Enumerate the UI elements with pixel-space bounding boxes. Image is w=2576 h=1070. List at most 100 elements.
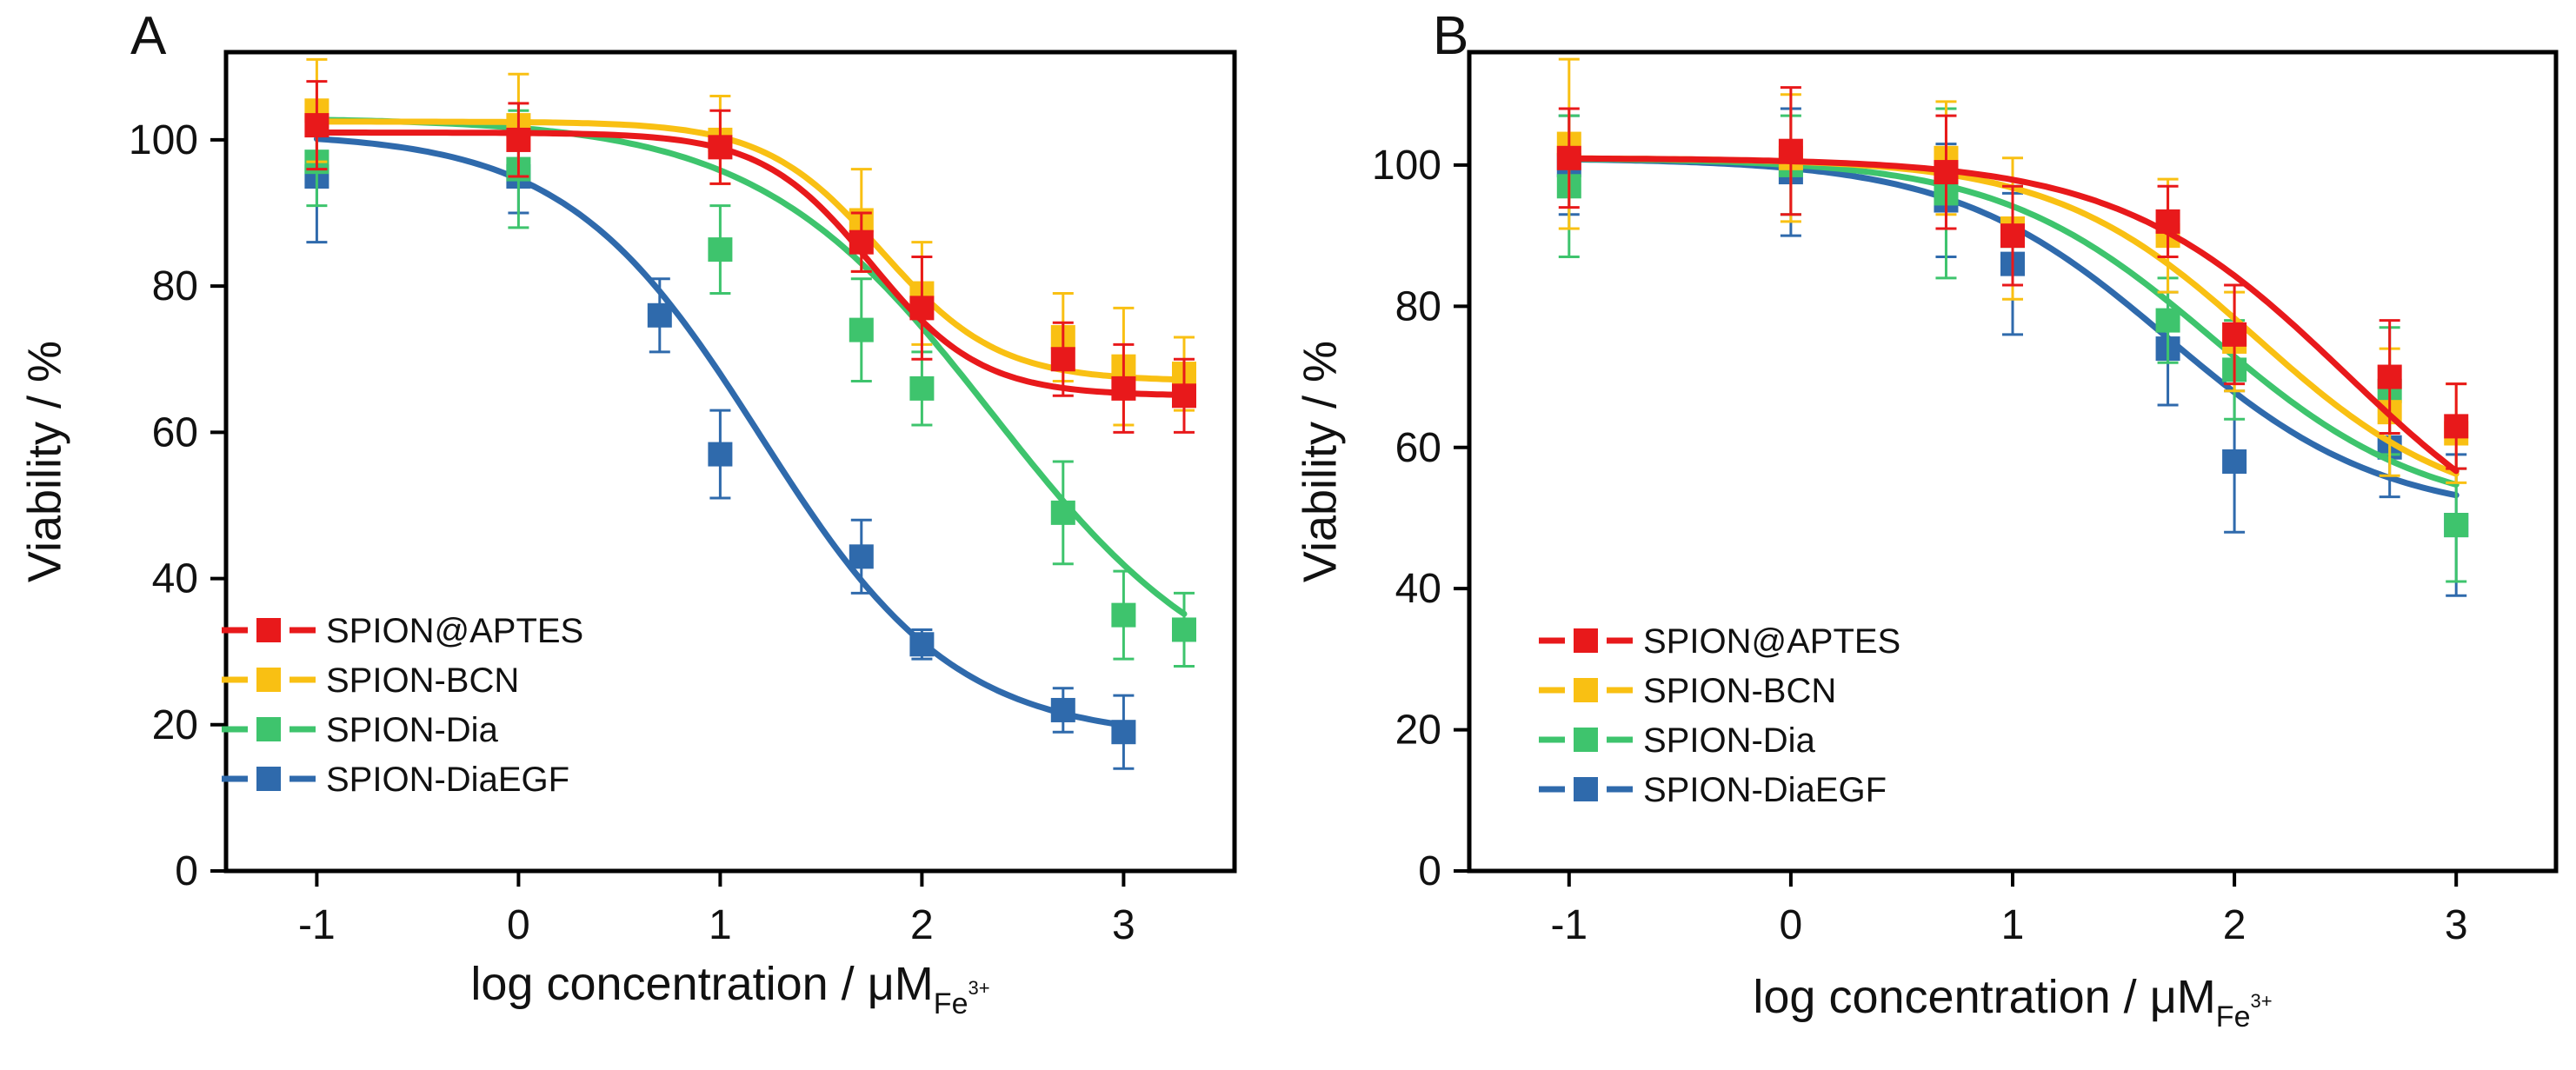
legend-marker <box>256 668 281 692</box>
legend-label: SPION-DiaEGF <box>326 761 569 799</box>
data-point <box>1934 160 1959 185</box>
x-tick-label: 0 <box>1780 902 1803 948</box>
data-point <box>1050 697 1075 722</box>
data-point <box>909 375 935 401</box>
data-point <box>2444 414 2469 439</box>
x-tick-label: 2 <box>2223 902 2247 948</box>
legend-marker <box>256 767 281 791</box>
x-tick-label: 0 <box>507 902 530 948</box>
legend-label: SPION-BCN <box>326 661 519 700</box>
legend-label: SPION-Dia <box>326 711 499 749</box>
legend-label: SPION-DiaEGF <box>1643 771 1887 809</box>
y-tick-label: 100 <box>1372 143 1441 189</box>
panel-a-y-title-wrap: Viability / % <box>18 341 70 582</box>
fit-curve <box>313 136 1127 728</box>
panel-a-frame <box>223 50 1237 874</box>
series-spion-aptes <box>304 80 1196 434</box>
panel-b-x-title-sup: 3+ <box>2250 990 2272 1012</box>
data-point <box>708 135 733 160</box>
panel-a: A Viability / % log concentration / μMFe… <box>18 6 1237 1020</box>
fit-curve <box>313 130 1188 398</box>
y-tick-label: 60 <box>1395 425 1441 471</box>
panel-b-x-title-main: log concentration / μM <box>1753 971 2215 1023</box>
data-point <box>1111 602 1136 628</box>
panel-a-ticks: -1 0 1 2 3 0 20 40 60 80 100 <box>129 117 1135 948</box>
legend-item: SPION-Dia <box>222 711 499 749</box>
data-point <box>1111 375 1136 401</box>
legend-label: SPION-Dia <box>1643 721 1816 760</box>
y-tick-label: 20 <box>1395 708 1441 754</box>
panel-b-frame <box>1467 50 2559 874</box>
legend-marker <box>1574 728 1598 752</box>
panel-a-legend: SPION@APTES SPION-BCN SPION-Dia SPION-DiaEG… <box>222 612 583 799</box>
legend-item: SPION@APTES <box>222 612 583 650</box>
y-tick-label: 100 <box>129 117 198 163</box>
panel-a-x-title-sup: 3+ <box>968 977 989 999</box>
fit-curve <box>1566 155 2460 475</box>
y-tick-label: 80 <box>1395 283 1441 329</box>
data-point <box>708 237 733 263</box>
data-point <box>1778 138 1803 163</box>
data-point <box>1172 383 1196 409</box>
legend-label: SPION@APTES <box>326 612 583 650</box>
y-tick-label: 40 <box>152 556 198 602</box>
data-point <box>1172 617 1196 642</box>
panel-b-y-title-wrap: Viability / % <box>1294 341 1346 582</box>
panel-b-label: B <box>1433 6 1468 66</box>
legend-marker <box>256 717 281 741</box>
legend-item: SPION@APTES <box>1539 622 1900 661</box>
data-point <box>2155 209 2180 234</box>
legend-label: SPION-BCN <box>1643 672 1836 710</box>
panel-b-legend: SPION@APTES SPION-BCN SPION-Dia SPION-DiaEG… <box>1539 622 1900 809</box>
y-tick-label: 60 <box>152 409 198 455</box>
panel-a-label: A <box>130 6 167 66</box>
x-tick-label: 3 <box>1112 902 1135 948</box>
data-point <box>647 302 672 328</box>
panel-a-plot-area <box>304 57 1196 770</box>
legend-marker <box>1574 777 1598 801</box>
y-tick-label: 40 <box>1395 566 1441 612</box>
y-tick-label: 0 <box>1418 848 1441 894</box>
legend-marker <box>256 618 281 642</box>
x-tick-label: 1 <box>709 902 732 948</box>
panel-b-y-axis-title: Viability / % <box>1294 341 1346 582</box>
data-point <box>2000 223 2025 249</box>
panel-b-x-axis-title: log concentration / μMFe3+ <box>1753 971 2272 1033</box>
data-point <box>2155 308 2180 333</box>
legend-marker <box>1574 628 1598 653</box>
legend-item: SPION-DiaEGF <box>222 761 569 799</box>
data-point <box>2222 449 2247 474</box>
legend-item: SPION-Dia <box>1539 721 1816 760</box>
x-tick-label: -1 <box>298 902 336 948</box>
y-tick-label: 0 <box>175 848 198 894</box>
data-point <box>1556 145 1581 170</box>
y-tick-label: 80 <box>152 263 198 309</box>
panel-a-x-title-sub: Fe <box>934 987 968 1020</box>
data-point <box>909 296 935 321</box>
legend-label: SPION@APTES <box>1643 622 1900 661</box>
x-tick-label: 2 <box>910 902 934 948</box>
data-point <box>849 317 874 342</box>
data-point <box>2222 322 2247 347</box>
panel-a-x-title-main: log concentration / μM <box>470 958 933 1010</box>
panel-b-plot-area <box>1556 57 2469 597</box>
panel-a-y-axis-title: Viability / % <box>18 341 70 582</box>
panel-b-ticks: -1 0 1 2 3 0 20 40 60 80 100 <box>1372 143 2468 948</box>
data-point <box>909 632 935 657</box>
data-point <box>1111 720 1136 745</box>
x-tick-label: -1 <box>1550 902 1588 948</box>
series-spion-aptes <box>1556 86 2469 475</box>
data-point <box>1050 347 1075 372</box>
data-point <box>506 127 531 152</box>
legend-marker <box>1574 678 1598 702</box>
data-point <box>304 113 329 138</box>
legend-item: SPION-BCN <box>1539 672 1836 710</box>
panel-a-x-axis-title: log concentration / μMFe3+ <box>470 958 989 1020</box>
legend-item: SPION-DiaEGF <box>1539 771 1887 809</box>
legend-item: SPION-BCN <box>222 661 519 700</box>
y-tick-label: 20 <box>152 702 198 748</box>
panel-b: B Viability / % log concentration / μMFe… <box>1294 6 2559 1033</box>
data-point <box>708 442 733 467</box>
data-point <box>2444 513 2469 538</box>
